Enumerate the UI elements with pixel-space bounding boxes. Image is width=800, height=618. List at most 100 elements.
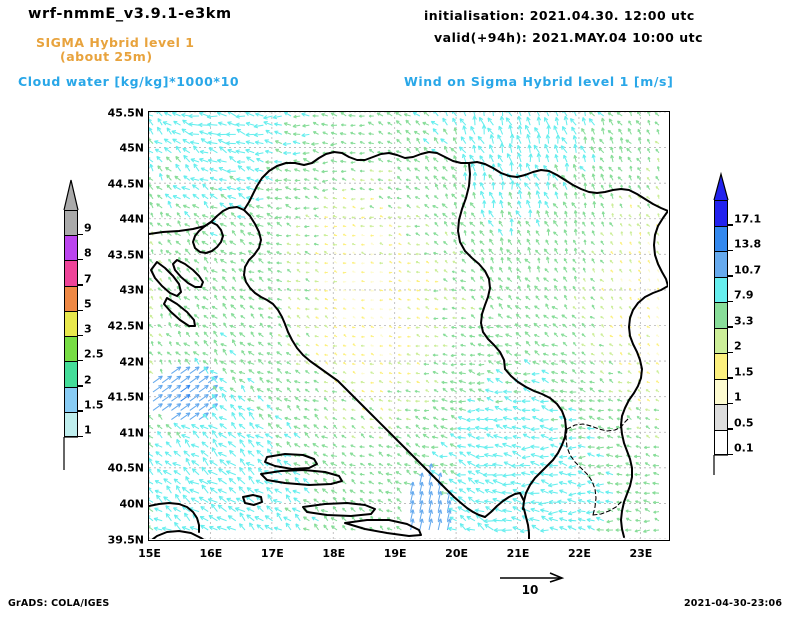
wind-vector (304, 288, 310, 292)
wind-vector (388, 243, 393, 247)
wind-vector (248, 325, 255, 329)
wind-vector (181, 526, 190, 531)
wind-vector (302, 186, 310, 191)
wind-vector (560, 370, 568, 375)
wind-vector (276, 306, 283, 310)
wind-vector (154, 489, 163, 494)
wind-vector (323, 425, 329, 430)
wind-vector (177, 359, 182, 365)
wind-vector (331, 390, 338, 394)
wind-vector (331, 177, 338, 181)
wind-vector (277, 315, 283, 319)
wind-vector (483, 445, 494, 450)
wind-vector (421, 444, 430, 449)
wind-vector (572, 239, 577, 246)
wind-vector (539, 454, 549, 460)
wind-vector (202, 457, 209, 466)
wind-vector (479, 240, 485, 246)
wind-vector (161, 393, 173, 402)
wind-vector (561, 359, 568, 365)
wind-vector (457, 479, 467, 485)
wind-vector (599, 165, 605, 172)
wind-vector (388, 298, 393, 301)
wind-vector (303, 206, 310, 210)
wind-vector (637, 325, 641, 329)
wind-vector (324, 216, 328, 219)
wind-vector (581, 117, 586, 126)
wind-vector (333, 433, 338, 439)
wind-vector (287, 315, 292, 319)
wind-vector (182, 194, 191, 200)
wind-vector (590, 241, 595, 246)
wind-vector (508, 294, 513, 301)
wind-vector (199, 149, 209, 155)
wind-vector (637, 298, 641, 301)
wind-vector (167, 287, 172, 292)
wind-vector (573, 295, 577, 301)
map-plot-area[interactable] (148, 111, 670, 541)
wind-vector (330, 123, 338, 128)
island-peljesac (344, 519, 422, 537)
wind-vector (600, 249, 605, 255)
wind-vector (187, 239, 191, 245)
wind-vector (218, 386, 227, 393)
wind-vector (370, 261, 374, 264)
wind-vector (596, 500, 604, 505)
wind-vector (635, 508, 641, 513)
wind-vector (166, 351, 172, 356)
wind-vector (553, 278, 559, 283)
wind-vector (240, 229, 246, 236)
wind-vector (492, 518, 503, 523)
wind-vector (274, 415, 283, 421)
wind-vector (569, 390, 577, 394)
wind-vector (201, 441, 209, 448)
wind-vector (222, 367, 228, 374)
wind-vector (405, 442, 411, 448)
wind-vector (458, 399, 466, 404)
colorbar-cell (64, 310, 78, 337)
colorbar-tick-mark (728, 326, 733, 328)
wind-vector (255, 434, 264, 439)
wind-vector (157, 268, 163, 273)
wind-vector (433, 232, 439, 237)
wind-vector (545, 210, 550, 218)
x-axis-tick-label: 16E (199, 547, 223, 560)
wind-vector (600, 240, 605, 246)
wind-vector (333, 496, 338, 503)
wind-vector (498, 191, 504, 200)
wind-vector (149, 241, 154, 246)
wind-vector (580, 145, 586, 154)
wind-vector (469, 202, 476, 209)
wind-vector (333, 361, 338, 365)
wind-vector (211, 412, 218, 420)
wind-vector (444, 259, 448, 264)
wind-vector (161, 403, 173, 411)
wind-vector (180, 393, 191, 402)
wind-vector (202, 324, 209, 329)
wind-vector (295, 233, 301, 237)
render-timestamp: 2021-04-30-23:06 (684, 598, 783, 609)
wind-vector (359, 178, 365, 182)
wind-vector (643, 519, 650, 524)
wind-vector (424, 400, 430, 403)
wind-vector (396, 516, 402, 522)
wind-vector (284, 130, 292, 135)
wind-vector (361, 289, 365, 292)
wind-vector (551, 315, 558, 319)
wind-vector (273, 526, 282, 531)
wind-vector (553, 211, 559, 218)
wind-vector (359, 462, 365, 467)
wind-vector (600, 333, 605, 338)
wind-vector (608, 184, 614, 190)
wind-vector (213, 339, 218, 347)
wind-vector (415, 232, 421, 237)
y-axis-tick-label: 42.5N (107, 319, 144, 333)
wind-vector (422, 138, 430, 144)
wind-vector (405, 129, 411, 135)
wind-vector (647, 112, 651, 117)
wind-vector (292, 123, 301, 129)
wind-vector (480, 285, 485, 292)
wind-vector (477, 522, 485, 531)
wind-vector (587, 452, 595, 457)
wind-vector (182, 494, 191, 503)
